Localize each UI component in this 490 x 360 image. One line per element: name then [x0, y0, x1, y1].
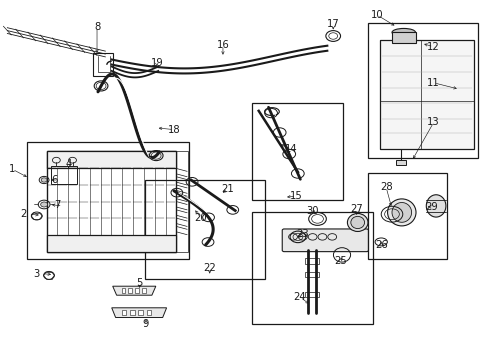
Text: 2: 2	[20, 209, 27, 219]
Text: 13: 13	[427, 117, 440, 127]
Bar	[305, 258, 319, 264]
Text: 5: 5	[136, 278, 143, 288]
Bar	[142, 288, 146, 293]
Text: 17: 17	[327, 19, 340, 30]
Text: 22: 22	[203, 263, 216, 273]
Bar	[380, 40, 474, 149]
Bar	[93, 53, 113, 76]
Bar	[51, 166, 77, 184]
Circle shape	[41, 202, 48, 207]
Text: 10: 10	[371, 10, 384, 20]
Ellipse shape	[351, 216, 365, 229]
Bar	[305, 272, 319, 277]
Text: 14: 14	[285, 144, 298, 154]
Bar	[392, 32, 416, 43]
Bar	[145, 180, 265, 279]
Text: 11: 11	[427, 78, 440, 88]
Text: 28: 28	[380, 182, 392, 192]
Polygon shape	[113, 286, 156, 295]
Bar	[368, 173, 447, 259]
FancyBboxPatch shape	[282, 229, 368, 252]
Text: 19: 19	[150, 58, 163, 68]
Text: 3: 3	[34, 269, 40, 279]
Bar	[47, 151, 176, 168]
Text: 15: 15	[290, 191, 303, 201]
Bar	[176, 151, 188, 252]
Bar	[122, 310, 126, 315]
Bar	[252, 103, 343, 200]
Bar	[147, 310, 151, 315]
Text: 29: 29	[425, 202, 438, 212]
Bar	[128, 288, 132, 293]
Bar	[368, 23, 478, 158]
Text: 12: 12	[427, 42, 440, 52]
Bar	[138, 310, 143, 315]
Bar	[47, 235, 176, 252]
Text: 26: 26	[375, 240, 388, 250]
Text: 16: 16	[217, 40, 229, 50]
Bar	[47, 151, 176, 252]
Text: 23: 23	[296, 229, 309, 239]
Circle shape	[41, 178, 47, 182]
Text: 21: 21	[221, 184, 234, 194]
Text: 25: 25	[334, 256, 347, 266]
Ellipse shape	[392, 202, 412, 222]
Text: 8: 8	[94, 22, 100, 32]
Text: 24: 24	[294, 292, 306, 302]
Text: 9: 9	[143, 319, 149, 329]
Bar	[27, 142, 189, 259]
Ellipse shape	[388, 199, 416, 226]
Text: 7: 7	[54, 200, 61, 210]
Bar	[130, 310, 135, 315]
Text: 30: 30	[306, 206, 319, 216]
Bar	[380, 40, 421, 149]
Ellipse shape	[392, 28, 416, 36]
Text: 6: 6	[51, 175, 58, 185]
Text: 4: 4	[66, 159, 72, 169]
Bar	[122, 288, 125, 293]
Bar	[305, 292, 319, 297]
Ellipse shape	[347, 213, 368, 231]
Bar	[252, 212, 373, 324]
Bar	[396, 160, 406, 165]
Polygon shape	[112, 308, 167, 318]
Bar	[135, 288, 139, 293]
Text: 20: 20	[195, 213, 207, 223]
Text: 27: 27	[350, 204, 363, 214]
Text: 18: 18	[168, 125, 180, 135]
Ellipse shape	[426, 195, 446, 217]
Text: 1: 1	[9, 164, 16, 174]
